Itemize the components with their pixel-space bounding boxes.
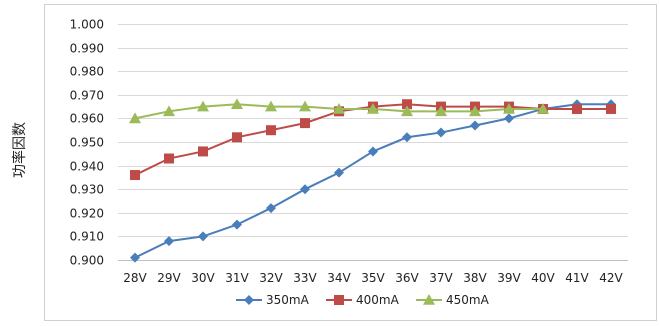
y-tick-label: 0.980	[70, 65, 104, 79]
data-point	[265, 100, 277, 112]
legend-marker	[423, 294, 435, 305]
legend-label: 400mA	[356, 293, 400, 307]
data-point	[231, 98, 243, 110]
x-tick-label: 33V	[293, 271, 317, 285]
data-point	[198, 146, 208, 157]
y-axis-label: 功率因数	[11, 122, 28, 178]
data-point	[300, 184, 310, 195]
y-tick-label: 0.930	[70, 183, 104, 197]
data-point	[232, 132, 242, 143]
x-tick-label: 42V	[599, 271, 623, 285]
legend-marker	[334, 295, 344, 305]
x-tick-label: 28V	[123, 271, 147, 285]
data-point	[606, 103, 616, 114]
y-axis-ticks: 1.000 0.990 0.980 0.970 0.960 0.950 0.940 0.930…	[70, 18, 104, 268]
data-point	[198, 231, 208, 242]
y-tick-label: 0.920	[70, 207, 104, 221]
data-point	[402, 99, 412, 110]
y-tick-label: 0.990	[70, 42, 104, 56]
y-tick-label: 0.970	[70, 89, 104, 103]
series-450mA	[129, 98, 549, 124]
x-tick-label: 32V	[259, 271, 283, 285]
data-point	[266, 125, 276, 136]
x-tick-label: 31V	[225, 271, 249, 285]
data-point	[469, 105, 481, 117]
x-tick-label: 40V	[531, 271, 555, 285]
data-point	[300, 118, 310, 129]
data-point	[232, 219, 242, 230]
legend-label: 450mA	[446, 293, 490, 307]
data-point	[367, 102, 379, 114]
x-tick-label: 41V	[565, 271, 589, 285]
y-tick-label: 0.900	[70, 254, 104, 268]
data-point	[368, 146, 378, 157]
y-tick-label: 1.000	[70, 18, 104, 32]
data-point	[334, 167, 344, 178]
x-axis-ticks: 28V 29V 30V 31V 32V 33V 34V 35V 36V 37V 38V 39V 40V 4…	[123, 271, 623, 285]
x-tick-label: 36V	[395, 271, 419, 285]
data-point	[164, 236, 174, 247]
legend-marker	[244, 295, 254, 305]
data-point	[164, 153, 174, 164]
legend-item: 400mA	[326, 293, 400, 307]
data-point	[470, 120, 480, 131]
x-tick-label: 30V	[191, 271, 215, 285]
x-tick-label: 37V	[429, 271, 453, 285]
x-tick-label: 29V	[157, 271, 181, 285]
data-point	[401, 105, 413, 117]
chart-frame	[44, 4, 657, 321]
data-point	[503, 102, 515, 114]
data-point	[129, 112, 141, 124]
data-point	[299, 100, 311, 112]
legend-item: 350mA	[236, 293, 310, 307]
legend-item: 450mA	[416, 293, 490, 307]
data-point	[333, 102, 345, 114]
y-tick-label: 0.910	[70, 230, 104, 244]
legend: 350mA 400mA 450mA	[236, 293, 490, 307]
data-point	[572, 103, 582, 114]
data-point	[163, 105, 175, 117]
legend-label: 350mA	[266, 293, 310, 307]
series-layer	[129, 98, 616, 263]
x-tick-label: 34V	[327, 271, 351, 285]
data-point	[130, 170, 140, 181]
x-tick-label: 39V	[497, 271, 521, 285]
data-point	[266, 203, 276, 214]
y-tick-label: 0.940	[70, 160, 104, 174]
data-point	[130, 252, 140, 263]
data-point	[504, 113, 514, 124]
data-point	[436, 127, 446, 138]
x-tick-label: 35V	[361, 271, 385, 285]
y-tick-label: 0.950	[70, 136, 104, 150]
data-point	[197, 100, 209, 112]
data-point	[537, 102, 549, 114]
data-point	[402, 132, 412, 143]
data-point	[435, 105, 447, 117]
x-tick-label: 38V	[463, 271, 487, 285]
y-tick-label: 0.960	[70, 112, 104, 126]
